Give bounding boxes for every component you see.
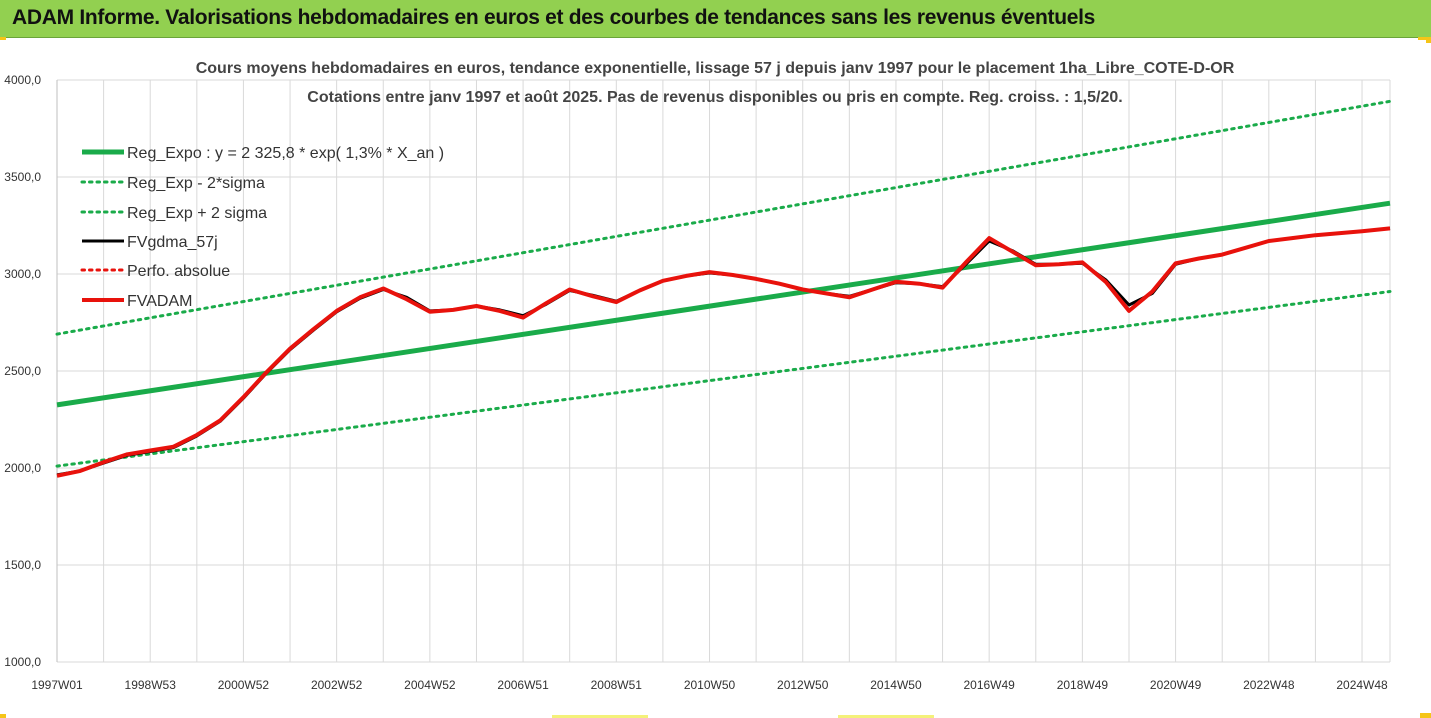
corner-mark [0, 37, 6, 40]
x-tick-label: 2014W50 [870, 678, 922, 692]
y-tick-label: 3500,0 [4, 170, 41, 184]
x-tick-label: 2004W52 [404, 678, 456, 692]
corner-mark [1420, 713, 1431, 718]
corner-mark [552, 715, 648, 718]
chart-subtitle: Cotations entre janv 1997 et août 2025. … [307, 89, 1122, 106]
x-axis: 1997W01 1998W53 2000W52 2002W52 2004W52 2006W… [31, 678, 1388, 692]
x-tick-label: 2008W51 [591, 678, 643, 692]
y-tick-label: 2000,0 [4, 461, 41, 475]
corner-mark [1418, 37, 1431, 40]
series-line-reg-exp-2-sigma [55, 99, 1392, 336]
x-tick-label: 2024W48 [1336, 678, 1388, 692]
y-axis: 1000,0 1500,0 2000,0 2500,0 3000,0 3500,0 4000… [4, 73, 41, 669]
corner-mark [0, 714, 6, 718]
trend-chart: Cours moyens hebdomadaires en euros, ten… [4, 60, 1392, 692]
corner-mark [1426, 37, 1431, 43]
y-tick-label: 3000,0 [4, 267, 41, 281]
x-tick-label: 2012W50 [777, 678, 829, 692]
legend-label: FVgdma_57j [127, 234, 218, 251]
x-tick-label: 1998W53 [125, 678, 177, 692]
chart-titles: Cours moyens hebdomadaires en euros, ten… [196, 60, 1235, 106]
y-tick-label: 1500,0 [4, 558, 41, 572]
y-tick-label: 1000,0 [4, 655, 41, 669]
y-tick-label: 4000,0 [4, 73, 41, 87]
series-line-reg-expo-y-2-325-8-exp-1 [56, 200, 1391, 408]
chart-title: Cours moyens hebdomadaires en euros, ten… [196, 60, 1235, 77]
chart-grid [56, 79, 1391, 663]
report-title: ADAM Informe. Valorisations hebdomadaire… [12, 6, 1096, 29]
series-line-fvgdma-57j [56, 226, 1391, 477]
x-tick-label: 2002W52 [311, 678, 363, 692]
x-tick-label: 2000W52 [218, 678, 270, 692]
x-tick-label: 2020W49 [1150, 678, 1202, 692]
legend-label: Perfo. absolue [127, 263, 230, 280]
corner-mark [838, 715, 934, 718]
series-line-reg-exp-2-sigma [55, 290, 1392, 468]
legend-label: Reg_Expo : y = 2 325,8 * exp( 1,3% * X_a… [127, 145, 444, 162]
x-tick-label: 2010W50 [684, 678, 736, 692]
legend-label: Reg_Exp - 2*sigma [127, 175, 265, 192]
x-tick-label: 2006W51 [497, 678, 549, 692]
chart-series [55, 99, 1392, 478]
legend-label: FVADAM [127, 293, 192, 310]
legend-label: Reg_Exp + 2 sigma [127, 205, 267, 222]
chart-legend: Reg_Expo : y = 2 325,8 * exp( 1,3% * X_a… [80, 145, 444, 310]
x-tick-label: 2018W49 [1057, 678, 1109, 692]
x-tick-label: 2016W49 [963, 678, 1015, 692]
x-tick-label: 2022W48 [1243, 678, 1295, 692]
report-banner: ADAM Informe. Valorisations hebdomadaire… [0, 0, 1431, 38]
series-line-fvadam [56, 226, 1391, 478]
y-tick-label: 2500,0 [4, 364, 41, 378]
x-tick-label: 1997W01 [31, 678, 83, 692]
